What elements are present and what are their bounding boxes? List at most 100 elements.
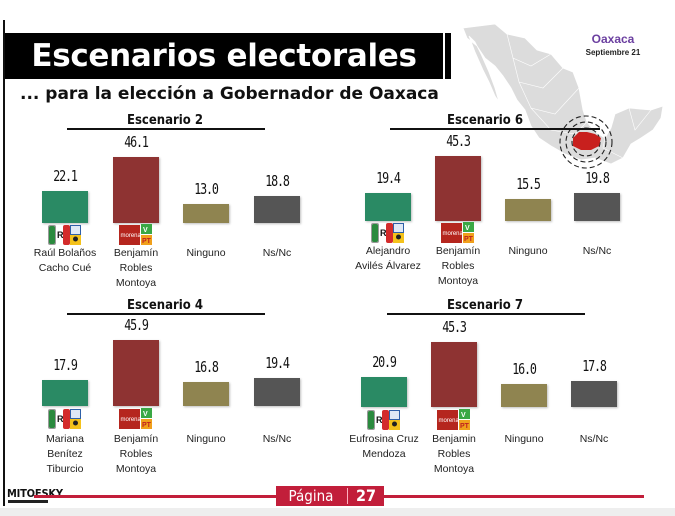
bar-value-label: 15.5 (516, 175, 541, 193)
bar-candidate-b (113, 157, 159, 223)
pri-pan-prd-logo-icon: R (48, 225, 81, 245)
svg-text:PT: PT (142, 422, 152, 429)
state-borders (506, 33, 652, 159)
category-label: Benjamín Robles Montoya (96, 432, 176, 477)
bar-value-label: 45.9 (124, 316, 149, 334)
bar-candidate-a (361, 377, 407, 407)
category-label-line: Ninguno (186, 433, 226, 445)
bar-candidate-b (435, 156, 481, 221)
pri-pan-prd-logo-icon: R (48, 409, 81, 429)
category-label-line: Alejandro (365, 245, 411, 257)
bar-candidate-a (42, 380, 88, 406)
category-label-line: Montoya (437, 275, 479, 287)
svg-text:V: V (461, 412, 466, 419)
left-border-rule (3, 20, 5, 506)
scenario-title: Escenario 7 (446, 298, 524, 313)
bar-nsnc (254, 196, 300, 223)
header-bar (5, 33, 443, 79)
bar-value-label: 22.1 (53, 167, 78, 185)
bar-value-label: 19.4 (265, 354, 290, 372)
oaxaca-highlight (573, 132, 601, 150)
category-label: Ninguno (166, 432, 246, 447)
header-accent-bar (445, 33, 451, 79)
category-label-line: Robles (119, 262, 153, 274)
category-label-line: Benjamín (113, 433, 159, 445)
bar-ninguno (501, 384, 547, 407)
scenario-title-rule (390, 128, 600, 130)
category-label: Ns/Nc (554, 432, 634, 447)
scenario-title: Escenario 4 (126, 298, 204, 313)
svg-text:morena: morena (443, 231, 464, 237)
category-label-line: Ns/Nc (262, 433, 292, 445)
category-label-line: Ninguno (504, 433, 544, 445)
category-label: Ninguno (166, 246, 246, 261)
bar-value-label: 17.8 (582, 357, 607, 375)
category-label-line: Montoya (433, 463, 475, 475)
svg-text:PT: PT (142, 238, 152, 245)
bar-nsnc (254, 378, 300, 406)
category-label: Ninguno (484, 432, 564, 447)
bar-ninguno (505, 199, 551, 221)
bar-candidate-b (113, 340, 159, 406)
page-divider (347, 488, 348, 504)
bar-value-label: 19.4 (376, 169, 401, 187)
scenario-title: Escenario 2 (126, 113, 204, 128)
bar-value-label: 16.0 (512, 360, 537, 378)
brand-logo-strip (8, 500, 48, 503)
map-date-label: Septiembre 21 (585, 48, 641, 57)
svg-text:PT: PT (464, 236, 474, 243)
category-label-line: Mendoza (362, 448, 406, 460)
bar-value-label: 45.3 (442, 318, 467, 336)
svg-text:morena: morena (121, 233, 142, 239)
category-label-line: Tiburcio (46, 463, 84, 475)
bar-nsnc (571, 381, 617, 407)
category-label-line: Eufrosina Cruz (349, 433, 419, 445)
map-state-label: Oaxaca (591, 32, 635, 46)
bar-value-label: 45.3 (446, 132, 471, 150)
category-label-line: Ninguno (186, 247, 226, 259)
bar-candidate-a (42, 191, 88, 223)
category-label: Benjamin Robles Montoya (414, 432, 494, 477)
category-label-line: Benjamin (432, 433, 476, 445)
category-label-line: Ninguno (508, 245, 548, 257)
category-label-line: Benjamín (113, 247, 159, 259)
bar-value-label: 17.9 (53, 356, 78, 374)
category-label-line: Avilés Álvarez (355, 260, 421, 272)
scenario-title-rule (67, 128, 265, 130)
pri-pan-prd-logo-icon: R (371, 223, 404, 243)
category-label: Alejandro Avilés Álvarez (348, 244, 428, 274)
category-label: Benjamín Robles Montoya (418, 244, 498, 289)
pri-pan-prd-logo-icon: R (367, 410, 400, 430)
category-label-line: Mariana (46, 433, 84, 445)
svg-text:R: R (57, 230, 64, 240)
svg-text:morena: morena (439, 418, 460, 424)
category-label-line: Ns/Nc (262, 247, 292, 259)
svg-text:R: R (376, 415, 383, 425)
page-number: 27 (355, 486, 377, 505)
category-label: Mariana Benítez Tiburcio (25, 432, 105, 477)
bar-ninguno (183, 204, 229, 223)
bar-value-label: 16.8 (194, 358, 219, 376)
mexico-map (462, 23, 664, 169)
bottom-shade (0, 508, 675, 516)
category-label: Ns/Nc (237, 246, 317, 261)
svg-text:R: R (57, 414, 64, 424)
bar-value-label: 19.8 (585, 169, 610, 187)
category-label-line: Robles (441, 260, 475, 272)
svg-text:PT: PT (460, 423, 470, 430)
category-label: Ninguno (488, 244, 568, 259)
bar-nsnc (574, 193, 620, 221)
category-label: Benjamín Robles Montoya (96, 246, 176, 291)
category-label-line: Montoya (115, 463, 157, 475)
page-label: Página (288, 487, 334, 505)
page-subtitle: ... para la elección a Gobernador de Oax… (20, 84, 439, 104)
category-label: Ns/Nc (237, 432, 317, 447)
svg-text:V: V (143, 411, 148, 418)
scenario-title: Escenario 6 (446, 113, 524, 128)
bar-value-label: 20.9 (372, 353, 397, 371)
bar-candidate-b (431, 342, 477, 407)
